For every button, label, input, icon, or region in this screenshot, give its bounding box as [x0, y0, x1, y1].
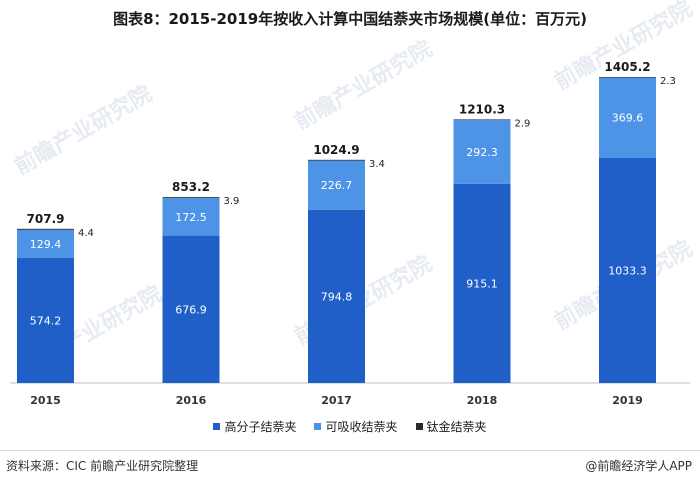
total-value-label: 1024.9	[313, 143, 359, 157]
segment-value-label: 292.3	[466, 146, 498, 159]
bar-segment-0	[308, 209, 365, 383]
bar-segment-1	[453, 120, 511, 184]
x-tick-label: 2016	[176, 394, 207, 407]
titanium-value-label: 3.9	[224, 196, 240, 207]
chart-title: 图表8：2015-2019年按收入计算中国结萘夹市场规模(单位：百万元)	[113, 10, 587, 28]
bar-segment-2	[162, 197, 220, 199]
total-value-label: 1210.3	[459, 102, 505, 116]
bar-segment-0	[599, 157, 656, 383]
legend-item-polymer: 高分子结萘夹	[213, 418, 296, 435]
bar-segment-0	[162, 235, 220, 383]
chart-legend: 高分子结萘夹 可吸收结萘夹 钛金结萘夹	[0, 418, 700, 435]
watermark-text: 前瞻产业研究院	[290, 36, 436, 136]
bar-segment-0	[17, 257, 74, 383]
segment-value-label: 574.2	[30, 314, 62, 327]
titanium-value-label: 4.4	[78, 228, 94, 239]
segment-value-label: 172.5	[175, 211, 207, 224]
total-value-label: 853.2	[172, 180, 210, 194]
watermark-text: 前瞻产业研究院	[10, 81, 156, 181]
segment-value-label: 226.7	[321, 179, 353, 192]
bar-segment-1	[308, 160, 365, 210]
bar-segment-0	[453, 183, 511, 383]
source-note: 资料来源：CIC 前瞻产业研究院整理	[6, 459, 199, 473]
legend-swatch-titanium	[415, 423, 423, 430]
total-value-label: 1405.2	[604, 60, 650, 74]
footer-divider	[0, 450, 700, 451]
bar-segment-2	[17, 228, 74, 230]
segment-value-label: 129.4	[30, 238, 62, 251]
bar-segment-1	[17, 229, 74, 258]
legend-item-titanium: 钛金结萘夹	[415, 418, 487, 435]
titanium-value-label: 2.9	[515, 118, 531, 129]
segment-value-label: 369.6	[612, 112, 644, 125]
x-tick-label: 2017	[321, 394, 352, 407]
legend-label-polymer: 高分子结萘夹	[224, 420, 297, 434]
segment-value-label: 676.9	[175, 303, 207, 316]
bar-segment-1	[599, 77, 656, 158]
legend-swatch-absorbable	[314, 423, 322, 430]
legend-label-titanium: 钛金结萘夹	[426, 420, 487, 434]
titanium-value-label: 2.3	[660, 76, 676, 87]
legend-swatch-polymer	[213, 423, 221, 430]
total-value-label: 707.9	[27, 212, 65, 226]
bar-segment-1	[162, 198, 220, 236]
legend-label-absorbable: 可吸收结萘夹	[325, 420, 398, 434]
segment-value-label: 1033.3	[608, 264, 647, 277]
brand-credit: @前瞻经济学人APP	[585, 459, 692, 473]
bar-segment-2	[308, 159, 365, 161]
legend-item-absorbable: 可吸收结萘夹	[314, 418, 398, 435]
x-tick-label: 2019	[612, 394, 643, 407]
segment-value-label: 794.8	[321, 290, 353, 303]
bar-segment-2	[453, 119, 511, 121]
stacked-bar-chart: 前瞻产业研究院前瞻产业研究院前瞻产业研究院前瞻产业研究院前瞻产业研究院前瞻产业研…	[10, 0, 696, 407]
titanium-value-label: 3.4	[369, 159, 385, 170]
x-tick-label: 2015	[30, 394, 61, 407]
bar-segment-2	[599, 77, 656, 78]
segment-value-label: 915.1	[466, 277, 498, 290]
x-tick-label: 2018	[467, 394, 498, 407]
